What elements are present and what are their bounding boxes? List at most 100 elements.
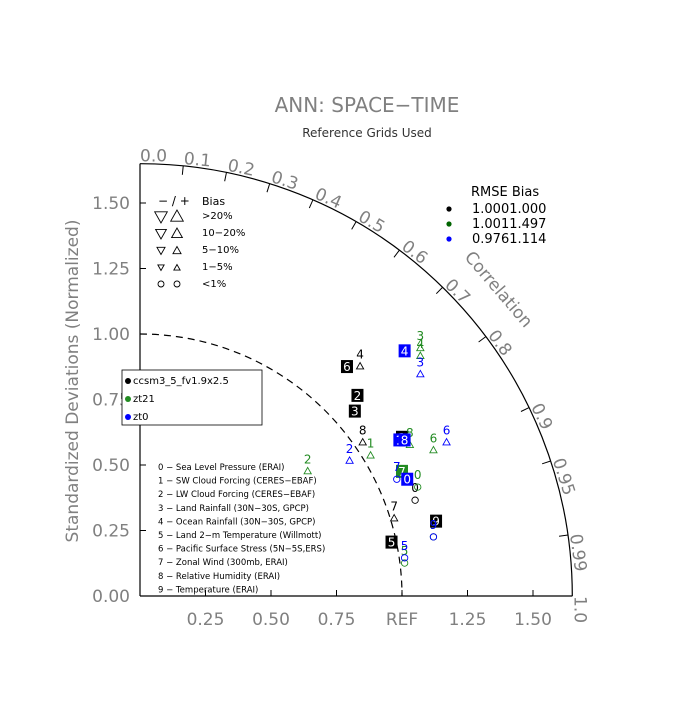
bias-legend-minus-marker [157, 264, 165, 272]
data-point-box [385, 535, 398, 549]
rmse-legend-dot [446, 236, 452, 242]
data-point-label: 5 [388, 536, 396, 550]
correlation-tick [266, 183, 271, 193]
correlation-tick [541, 460, 551, 465]
data-point-marker [358, 437, 368, 446]
data-point-marker [429, 533, 438, 541]
data-point-marker [429, 445, 438, 454]
variable-legend-item: 1 − SW Cloud Forcing (CERES−EBAF) [158, 477, 317, 487]
data-point: 8 [398, 433, 411, 447]
x-tick-label: 0.25 [187, 610, 225, 630]
data-point: 4 [355, 348, 365, 370]
y-tick-label: 0.50 [92, 456, 130, 476]
data-point-marker [415, 369, 425, 378]
bias-legend-header-sign: − / + [158, 194, 190, 208]
bias-legend-row-label: 10−20% [202, 228, 245, 239]
case-legend-dot [125, 396, 131, 402]
correlation-tick-label: 0.0 [140, 147, 167, 167]
data-point-marker [415, 343, 425, 352]
case-legend-dot [125, 414, 131, 420]
data-point: 8 [358, 424, 368, 446]
data-point: 4 [398, 344, 411, 358]
y-tick-label: 0.25 [92, 522, 130, 542]
x-tick-label: 1.50 [514, 610, 552, 630]
data-point: 9 [429, 518, 438, 541]
correlation-tick [520, 407, 530, 412]
data-point-marker [442, 437, 451, 446]
data-point-label: 9 [430, 518, 438, 532]
bias-legend-header-bias: Bias [202, 195, 225, 208]
data-point-box [398, 433, 411, 447]
chart-title: ANN: SPACE−TIME [275, 93, 460, 117]
y-tick-label: 0.00 [92, 587, 130, 607]
correlation-tick-label: 0.7 [441, 275, 474, 308]
correlation-tick-label: 0.8 [483, 326, 515, 360]
rmse-legend-header: RMSE Bias [471, 185, 539, 200]
data-point-box [340, 360, 353, 374]
data-point-label: 6 [443, 424, 451, 438]
data-point-label: 9 [432, 515, 440, 529]
data-point-box [430, 514, 443, 528]
correlation-tick-label: 0.9 [526, 400, 556, 433]
data-point-box [351, 388, 364, 402]
correlation-tick-label: 0.95 [548, 456, 579, 498]
correlation-tick-label: 0.3 [269, 167, 301, 194]
x-ref-label: REF [386, 610, 418, 630]
variable-legend-item: 6 − Pacific Surface Stress (5N−5S,ERS) [158, 545, 325, 555]
data-point: 5 [401, 544, 409, 567]
data-point: 2 [345, 442, 354, 464]
correlation-tick-label: 0.99 [565, 533, 590, 573]
rmse-legend-values: 0.9761.114 [472, 232, 546, 247]
data-point: 1 [366, 437, 375, 459]
bias-legend-minus-marker [154, 228, 168, 240]
data-point-marker [303, 466, 313, 475]
x-tick-label: 0.75 [318, 610, 356, 630]
data-point-box [348, 404, 361, 418]
data-point-label: 0 [414, 468, 422, 482]
rmse-legend-values: 1.0011.497 [472, 217, 546, 232]
data-point-marker [389, 513, 399, 522]
data-point-label: 5 [401, 544, 409, 558]
bias-legend-minus-marker [153, 211, 169, 224]
data-point-marker [345, 455, 354, 464]
correlation-tick-label: 0.4 [312, 184, 345, 213]
case-legend-label: zt0 [133, 412, 149, 423]
correlation-tick-label: 0.5 [355, 207, 388, 238]
data-point-label: 7 [398, 465, 406, 479]
variable-legend-item: 8 − Relative Humidity (ERAI) [158, 572, 280, 582]
data-point: 0 [401, 472, 414, 487]
data-point-marker [355, 361, 365, 370]
case-legend-box [121, 369, 263, 426]
bias-legend-plus-marker [170, 227, 184, 239]
correlation-tick [478, 336, 487, 343]
data-point-label: 9 [430, 518, 438, 532]
correlation-tick-label: 0.2 [226, 156, 257, 181]
data-point-label: 4 [417, 337, 425, 351]
data-point-label: 2 [346, 442, 354, 456]
correlation-tick [181, 165, 184, 175]
y-tick-label: 1.25 [92, 260, 130, 280]
bias-legend-minus-marker [157, 280, 165, 288]
data-point: 3 [415, 329, 425, 352]
data-point-marker [414, 483, 422, 491]
rmse-legend-dot [446, 206, 452, 212]
data-point-label: 1 [367, 437, 375, 451]
data-point: 7 [389, 500, 399, 522]
bias-legend-plus-marker [172, 245, 182, 255]
case-legend-dot [125, 378, 131, 384]
variable-legend-item: 0 − Sea Level Pressure (ERAI) [158, 463, 285, 473]
bias-legend-minus-marker [156, 246, 166, 256]
data-point: 3 [348, 404, 361, 419]
data-point-label: 2 [304, 452, 312, 466]
data-point-label: 6 [430, 431, 438, 445]
data-point: 3 [415, 355, 425, 378]
bias-legend-row-label: 1−5% [202, 262, 233, 273]
bias-legend-row-label: <1% [202, 279, 226, 290]
y-tick-label: 0.75 [92, 391, 130, 411]
data-point: 5 [401, 539, 408, 562]
data-point-label: 8 [406, 426, 414, 440]
variable-legend-item: 2 − LW Cloud Forcing (CERES−EBAF) [158, 490, 315, 500]
data-point-label: 8 [359, 424, 367, 438]
correlation-tick [224, 172, 227, 182]
